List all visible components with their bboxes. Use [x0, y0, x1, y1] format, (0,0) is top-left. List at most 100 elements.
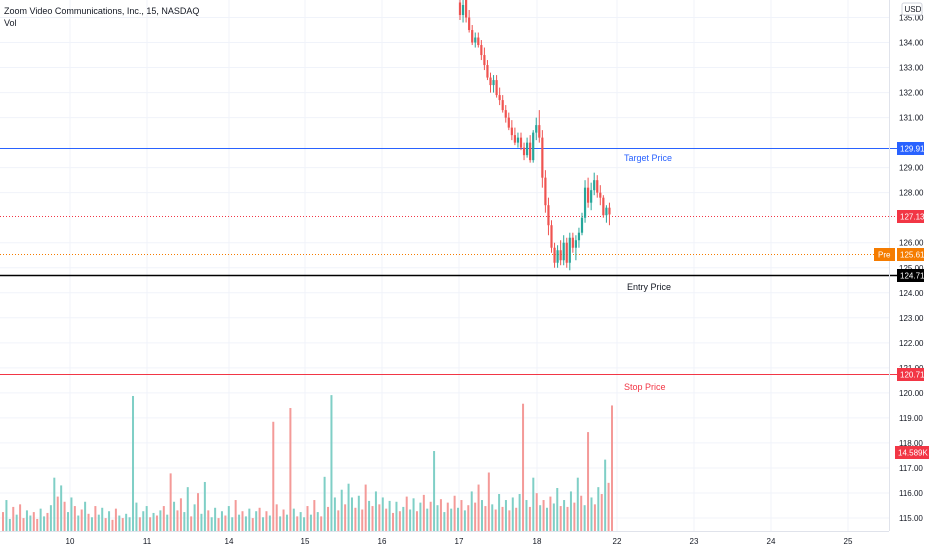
price-level-lines — [0, 148, 897, 375]
price-tick-label: 123.00 — [899, 314, 924, 323]
price-tick-label: 131.00 — [899, 114, 924, 123]
candle-body — [513, 135, 516, 143]
candle-body — [541, 137, 544, 178]
time-tick-label: 23 — [690, 537, 699, 546]
volume-bar — [576, 477, 579, 531]
volume-bar — [128, 517, 131, 531]
volume-bar — [392, 512, 395, 531]
volume-bar — [227, 506, 230, 531]
volume-bar — [87, 513, 90, 531]
volume-bar — [197, 493, 200, 531]
volume-bar — [388, 500, 391, 531]
entry-price-tag-text: 124.71 — [900, 272, 925, 281]
volume-bar — [114, 508, 117, 531]
volume-bar — [49, 505, 52, 531]
candle-body — [550, 225, 553, 248]
pre-market-price-tag — [897, 248, 924, 261]
currency-badge[interactable] — [901, 2, 923, 16]
candle-body — [477, 37, 480, 46]
volume-bar — [173, 501, 176, 531]
volume-bar — [39, 508, 42, 531]
volume-bar — [90, 517, 93, 531]
time-axis[interactable]: 10 11 14 15 16 17 18 22 23 24 25 — [66, 537, 853, 546]
volume-bar — [494, 509, 497, 531]
volume-bar — [542, 500, 545, 531]
volume-bar — [15, 514, 18, 531]
volume-bar — [149, 517, 152, 531]
volume-bar — [313, 500, 316, 531]
volume-bar — [142, 511, 145, 531]
volume-tag — [895, 446, 929, 459]
price-tick-label: 126.00 — [899, 239, 924, 248]
volume-bar — [539, 505, 542, 531]
volume-bar — [19, 504, 22, 531]
candle-body — [474, 37, 477, 43]
price-tick-label: 116.00 — [899, 489, 923, 498]
volume-bar — [214, 507, 217, 531]
candle-body — [510, 127, 513, 136]
volume-bar — [566, 506, 569, 531]
volume-bar — [285, 514, 288, 531]
volume-bar — [381, 497, 384, 531]
volume-bar — [8, 518, 11, 531]
volume-bar — [22, 518, 25, 531]
time-tick-label: 16 — [378, 537, 387, 546]
candle-body — [547, 205, 550, 226]
volume-bar — [186, 487, 189, 531]
volume-bar — [32, 512, 35, 531]
candle-body — [574, 240, 577, 248]
volume-bar — [587, 432, 590, 531]
candle-body — [562, 242, 565, 261]
volume-bar — [162, 506, 165, 531]
candle-body — [590, 190, 593, 203]
candle-body — [486, 65, 489, 78]
volume-bar — [474, 502, 477, 531]
volume-bar — [498, 494, 501, 531]
target-price-label: Target Price — [624, 153, 672, 163]
candle-body — [516, 137, 520, 143]
volume-bar — [234, 500, 237, 531]
volume-bar — [299, 512, 302, 531]
candle-body — [556, 250, 559, 263]
candle-body — [465, 0, 468, 18]
volume-bar — [275, 504, 278, 531]
volume-bar — [176, 510, 179, 531]
volume-bar — [155, 515, 158, 531]
volume-bar — [94, 506, 97, 531]
volume-bar — [508, 510, 511, 531]
volume-bar — [439, 499, 442, 531]
candle-body — [565, 242, 568, 263]
candle-body — [538, 125, 541, 138]
symbol-title[interactable]: Zoom Video Communications, Inc., 15, NAS… — [4, 6, 199, 16]
volume-bar — [255, 511, 258, 531]
stop-price-label: Stop Price — [624, 382, 666, 392]
volume-legend[interactable]: Vol — [4, 18, 17, 28]
volume-bar — [511, 497, 514, 531]
candle-body — [571, 237, 574, 248]
volume-bar — [292, 508, 295, 531]
candle-body — [605, 207, 608, 216]
volume-bar — [545, 507, 548, 531]
volume-bar — [2, 512, 4, 531]
candle-body — [507, 117, 510, 128]
volume-bar — [518, 494, 521, 531]
volume-bar — [244, 516, 247, 531]
volume-bar — [101, 507, 104, 531]
volume-bar — [405, 496, 408, 531]
volume-bar — [491, 504, 494, 531]
volume-bar — [111, 519, 114, 531]
candle-body — [522, 147, 526, 156]
volume-bar — [611, 405, 613, 531]
volume-bar — [73, 506, 76, 531]
volume-bar — [556, 488, 559, 531]
volume-bar — [450, 508, 453, 531]
volume-bar — [265, 511, 268, 531]
volume-bar — [289, 408, 292, 531]
volume-bar — [272, 421, 275, 531]
entry-price-label: Entry Price — [627, 282, 671, 292]
volume-bar — [522, 403, 525, 531]
price-tags: USD 129.91 127.13 Pre 125.61 124.71 120.… — [874, 2, 929, 459]
volume-bar — [385, 508, 388, 531]
price-tick-label: 132.00 — [899, 89, 924, 98]
